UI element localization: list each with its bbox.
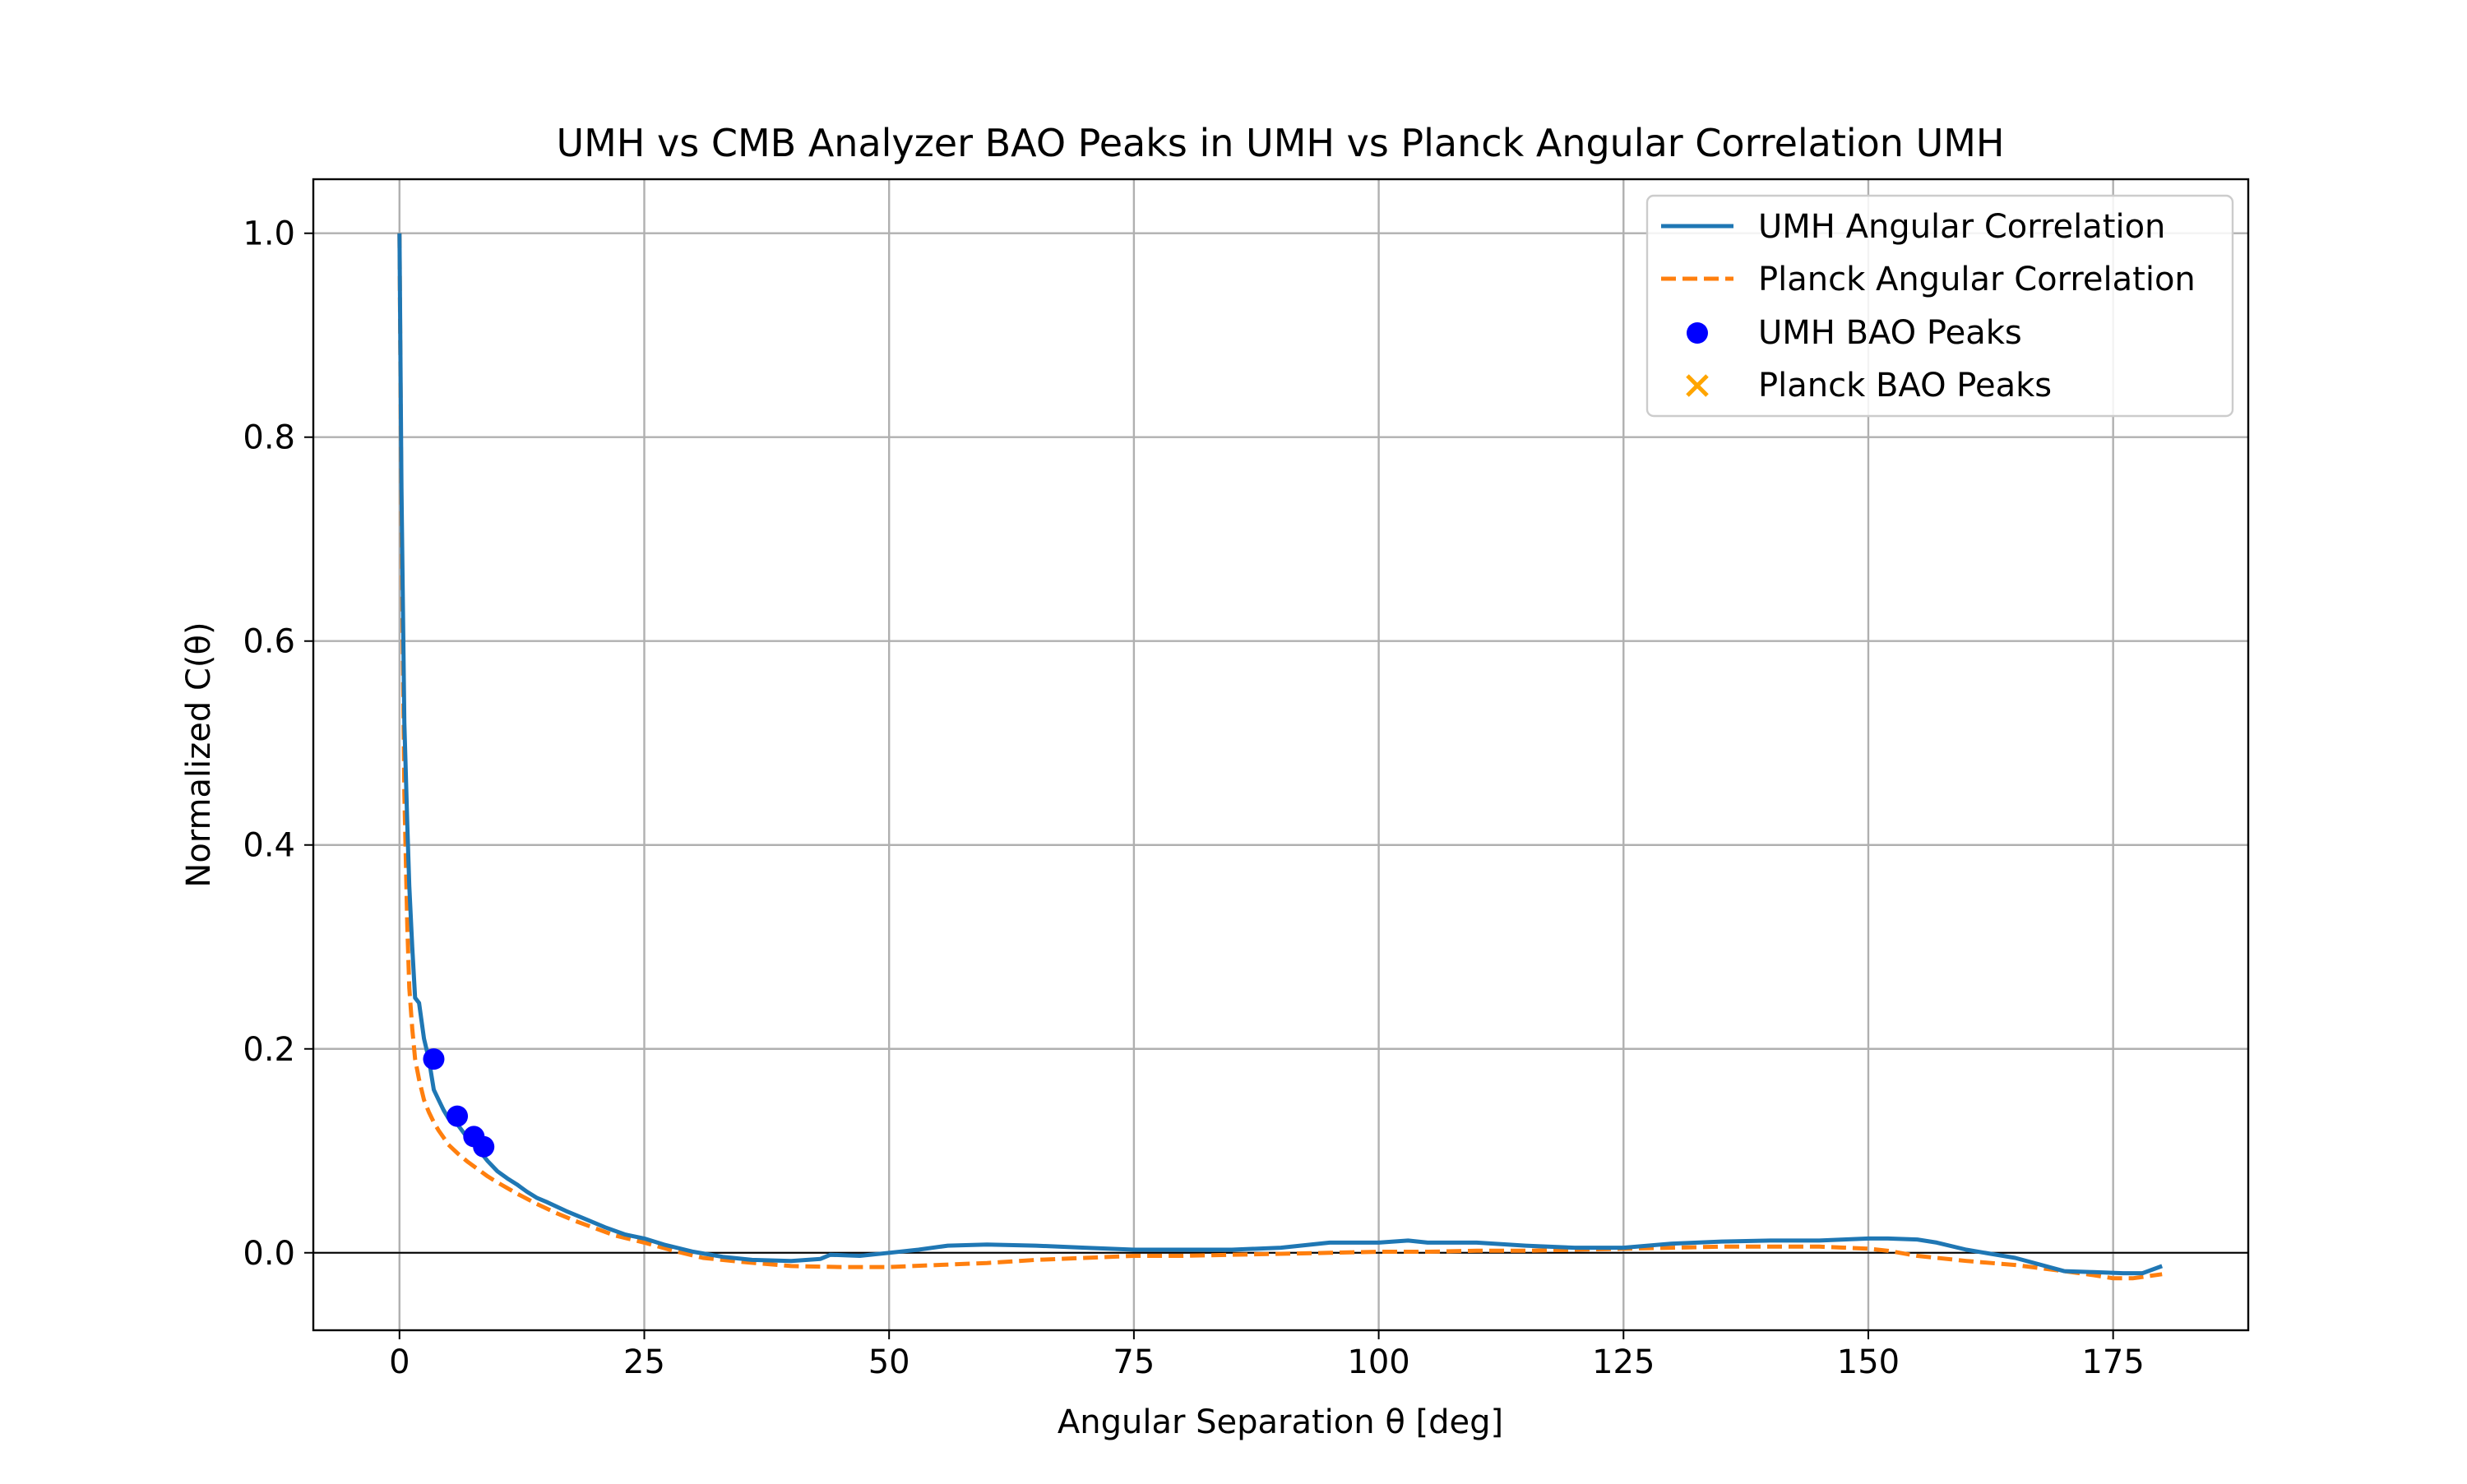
- y-tick-label: 0.4: [243, 827, 295, 865]
- umh-bao-peak-point: [447, 1105, 469, 1127]
- chart-title: UMH vs CMB Analyzer BAO Peaks in UMH vs …: [556, 121, 2004, 165]
- legend-box: [1645, 194, 2234, 418]
- plot-frame: [312, 178, 2250, 1332]
- planck-correlation-line: [397, 233, 2163, 1281]
- tick-layer: 0 25 50 75 100 125 150 175 0.0 0.2 0.4 0.6 0.8 1.0: [243, 215, 2144, 1381]
- legend-planck-peaks-swatch: [1686, 374, 1709, 397]
- series-layer: [397, 233, 2164, 1281]
- marker-layer: [423, 1048, 495, 1158]
- x-tick-label: 100: [1347, 1343, 1409, 1381]
- y-tick-label: 0.0: [243, 1235, 295, 1273]
- x-tick-label: 175: [2081, 1343, 2144, 1381]
- x-tick-label: 0: [389, 1343, 410, 1381]
- x-tick-label: 150: [1837, 1343, 1900, 1381]
- umh-bao-peak-point: [423, 1048, 445, 1070]
- legend-umh-line-label: UMH Angular Correlation: [1758, 208, 2165, 246]
- x-tick-label: 75: [1113, 1343, 1155, 1381]
- legend-planck-line-label: Planck Angular Correlation: [1758, 261, 2196, 298]
- x-tick-label: 25: [623, 1343, 665, 1381]
- legend: UMH Angular Correlation Planck Angular C…: [1645, 194, 2234, 418]
- y-axis-label: Normalized C(θ): [180, 622, 218, 887]
- legend-umh-peaks-label: UMH BAO Peaks: [1758, 314, 2022, 352]
- y-tick-label: 0.2: [243, 1031, 295, 1069]
- legend-umh-peaks-swatch: [1687, 322, 1708, 344]
- y-tick-label: 0.6: [243, 623, 295, 661]
- legend-planck-peaks-label: Planck BAO Peaks: [1758, 367, 2052, 405]
- x-axis-label: Angular Separation θ [deg]: [1058, 1403, 1503, 1441]
- umh-bao-peak-point: [473, 1135, 495, 1158]
- x-tick-label: 125: [1592, 1343, 1655, 1381]
- y-tick-label: 1.0: [243, 215, 295, 253]
- umh-correlation-line: [397, 233, 2164, 1276]
- x-tick-label: 50: [868, 1343, 910, 1381]
- y-tick-label: 0.8: [243, 419, 295, 457]
